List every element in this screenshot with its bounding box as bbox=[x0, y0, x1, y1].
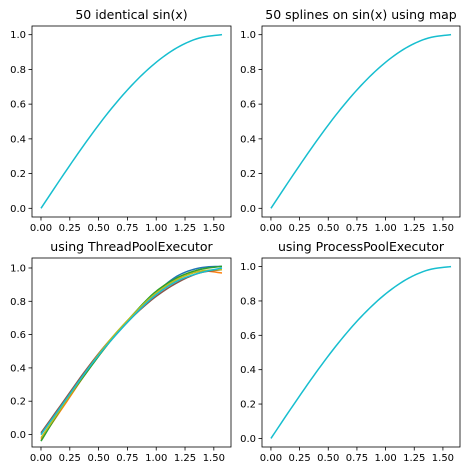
series-line-1 bbox=[40, 265, 223, 435]
series-line-2 bbox=[40, 270, 223, 440]
x-tick-label: 0.50 bbox=[87, 223, 109, 234]
series-line-3 bbox=[40, 265, 223, 442]
y-tick-label: 0.6 bbox=[240, 100, 256, 111]
x-tick-label: 1.50 bbox=[432, 223, 454, 234]
x-tick-label: 0.00 bbox=[260, 453, 282, 464]
x-tick-label: 1.50 bbox=[203, 453, 225, 464]
y-tick-label: 0.2 bbox=[10, 397, 26, 408]
x-tick-label: 0.75 bbox=[116, 453, 138, 464]
series-line-5 bbox=[40, 268, 223, 439]
y-tick-label: 0.4 bbox=[240, 365, 256, 376]
x-tick-label: 0.75 bbox=[346, 223, 368, 234]
subplot-3: using ThreadPoolExecutor 0.00 0.25 0.50 0.7… bbox=[10, 239, 232, 464]
y-tick-label: 0.2 bbox=[240, 400, 256, 411]
x-tick-label: 0.25 bbox=[59, 453, 81, 464]
y-tick-label: 0.8 bbox=[240, 65, 256, 76]
axes-frame bbox=[31, 257, 232, 448]
y-tick-label: 1.0 bbox=[10, 263, 26, 274]
subplot-title: 50 identical sin(x) bbox=[75, 7, 187, 22]
subplot-title: using ProcessPoolExecutor bbox=[278, 239, 445, 254]
x-tick-label: 1.25 bbox=[403, 453, 425, 464]
x-tick-label: 1.50 bbox=[203, 223, 225, 234]
series-line-1 bbox=[40, 33, 223, 209]
y-tick-label: 0.8 bbox=[10, 65, 26, 76]
subplot-2: 50 splines on sin(x) using map 0.00 0.25 0… bbox=[240, 7, 461, 234]
x-tick-label: 0.25 bbox=[288, 223, 310, 234]
subplot-4: using ProcessPoolExecutor 0.00 0.25 0.50 0.… bbox=[240, 239, 461, 464]
subplot-1: 50 identical sin(x) 0.00 0.25 0.50 0.75 1.00… bbox=[10, 7, 232, 234]
x-tick-label: 0.75 bbox=[116, 223, 138, 234]
y-tick-label: 0.0 bbox=[240, 204, 256, 215]
x-tick-label: 1.25 bbox=[403, 223, 425, 234]
y-tick-label: 0.4 bbox=[240, 134, 256, 145]
axes-frame bbox=[261, 257, 461, 448]
x-tick-label: 1.00 bbox=[145, 223, 167, 234]
x-tick-label: 1.00 bbox=[374, 223, 396, 234]
x-tick-label: 0.50 bbox=[87, 453, 109, 464]
x-tick-label: 0.00 bbox=[30, 223, 52, 234]
x-tick-label: 0.75 bbox=[346, 453, 368, 464]
axes-frame bbox=[261, 25, 461, 218]
axes-frame bbox=[31, 25, 232, 218]
subplot-title: 50 splines on sin(x) using map bbox=[265, 7, 457, 22]
x-tick-label: 0.00 bbox=[30, 453, 52, 464]
x-tick-label: 1.25 bbox=[174, 453, 196, 464]
series-line-1 bbox=[270, 33, 452, 209]
x-tick-label: 0.25 bbox=[288, 453, 310, 464]
x-tick-label: 0.50 bbox=[317, 223, 339, 234]
y-tick-label: 0.2 bbox=[240, 169, 256, 180]
y-tick-label: 0.2 bbox=[10, 169, 26, 180]
x-tick-label: 1.00 bbox=[374, 453, 396, 464]
y-tick-label: 1.0 bbox=[240, 30, 256, 41]
y-tick-label: 0.8 bbox=[240, 296, 256, 307]
subplot-title: using ThreadPoolExecutor bbox=[50, 239, 213, 254]
y-tick-label: 1.0 bbox=[240, 262, 256, 273]
y-tick-label: 0.8 bbox=[10, 297, 26, 308]
y-tick-label: 0.0 bbox=[10, 430, 26, 441]
y-tick-label: 0.0 bbox=[10, 204, 26, 215]
series-line-1 bbox=[270, 265, 452, 439]
y-tick-label: 0.6 bbox=[240, 331, 256, 342]
y-tick-label: 0.6 bbox=[10, 100, 26, 111]
x-tick-label: 0.50 bbox=[317, 453, 339, 464]
x-tick-label: 0.25 bbox=[59, 223, 81, 234]
x-tick-label: 1.00 bbox=[145, 453, 167, 464]
y-tick-label: 0.4 bbox=[10, 134, 26, 145]
y-tick-label: 0.6 bbox=[10, 330, 26, 341]
x-tick-label: 1.50 bbox=[432, 453, 454, 464]
y-tick-label: 1.0 bbox=[10, 30, 26, 41]
series-line-6 bbox=[40, 267, 223, 435]
x-tick-label: 1.25 bbox=[174, 223, 196, 234]
y-tick-label: 0.4 bbox=[10, 363, 26, 374]
y-tick-label: 0.0 bbox=[240, 434, 256, 445]
series-line-4 bbox=[40, 268, 223, 434]
x-tick-label: 0.00 bbox=[260, 223, 282, 234]
